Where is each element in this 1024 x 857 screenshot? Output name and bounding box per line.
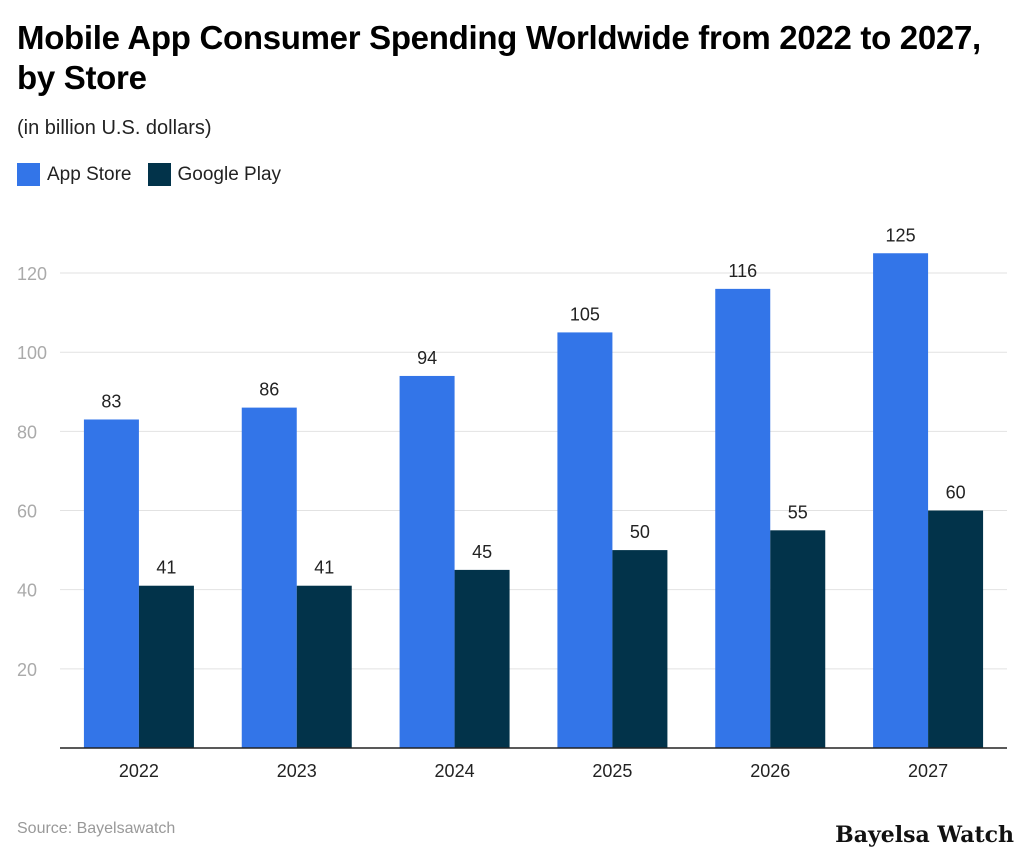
chart-title: Mobile App Consumer Spending Worldwide f… [17, 19, 981, 96]
bar-app-store [557, 332, 613, 748]
bar-google-play [612, 550, 668, 748]
bar-google-play [454, 569, 510, 748]
bar-app-store [399, 375, 455, 748]
data-label: 41 [156, 558, 176, 578]
y-tick-label: 40 [17, 581, 37, 601]
data-label: 105 [570, 304, 600, 324]
source-note: Source: Bayelsawatch [17, 820, 176, 837]
bar-app-store [83, 419, 139, 748]
data-label: 45 [472, 542, 492, 562]
y-tick-label: 80 [17, 422, 37, 442]
data-label: 55 [788, 502, 808, 522]
legend-item-app-store: App Store [17, 163, 132, 186]
x-tick-label: 2023 [277, 761, 317, 781]
bar-google-play [296, 585, 352, 748]
bar-app-store [241, 407, 297, 748]
legend-swatch [17, 163, 40, 186]
chart-subtitle: (in billion U.S. dollars) [17, 117, 212, 139]
bar-app-store [873, 253, 929, 748]
legend-item-google-play: Google Play [147, 163, 282, 186]
data-label: 50 [630, 522, 650, 542]
data-label: 116 [728, 261, 757, 281]
data-label: 60 [946, 483, 966, 503]
y-tick-label: 20 [17, 660, 37, 680]
x-tick-label: 2025 [592, 761, 632, 781]
data-label: 125 [886, 225, 916, 245]
y-tick-label: 100 [17, 343, 47, 363]
x-tick-label: 2026 [750, 761, 790, 781]
data-label: 41 [314, 558, 334, 578]
y-tick-label: 120 [17, 264, 47, 284]
y-tick-label: 60 [17, 502, 37, 522]
bar-google-play [928, 510, 984, 748]
legend-swatch [147, 163, 171, 186]
bar-app-store [715, 288, 771, 748]
legend-label: App Store [47, 163, 132, 185]
x-tick-label: 2024 [435, 761, 475, 781]
watermark-logo: Bayelsa Watch [835, 822, 1014, 848]
data-label: 86 [259, 380, 279, 400]
data-label: 83 [101, 391, 121, 411]
x-tick-label: 2022 [119, 761, 159, 781]
legend: App Store Google Play [17, 163, 281, 186]
legend-label: Google Play [177, 163, 282, 185]
data-label: 94 [417, 348, 437, 368]
bar-google-play [770, 530, 826, 748]
x-tick-label: 2027 [908, 761, 948, 781]
bar-google-play [138, 585, 194, 748]
